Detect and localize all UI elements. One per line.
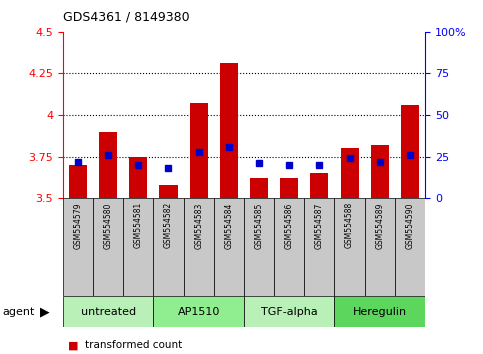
Bar xyxy=(304,198,334,296)
Text: GSM554587: GSM554587 xyxy=(315,202,324,249)
Bar xyxy=(63,296,154,327)
Text: transformed count: transformed count xyxy=(85,340,182,350)
Bar xyxy=(154,198,184,296)
Text: GSM554590: GSM554590 xyxy=(405,202,414,249)
Bar xyxy=(401,105,419,198)
Text: GSM554585: GSM554585 xyxy=(255,202,264,249)
Bar xyxy=(63,198,93,296)
Text: GSM554584: GSM554584 xyxy=(224,202,233,249)
Bar xyxy=(250,178,268,198)
Text: GSM554589: GSM554589 xyxy=(375,202,384,249)
Bar xyxy=(244,296,334,327)
Text: untreated: untreated xyxy=(81,307,136,316)
Bar xyxy=(154,296,244,327)
Bar xyxy=(311,173,328,198)
Text: agent: agent xyxy=(2,307,35,316)
Text: GSM554586: GSM554586 xyxy=(284,202,294,249)
Bar xyxy=(129,156,147,198)
Bar xyxy=(334,198,365,296)
Bar xyxy=(334,296,425,327)
Bar xyxy=(213,198,244,296)
Text: ■: ■ xyxy=(68,340,78,350)
Bar xyxy=(69,165,87,198)
Bar xyxy=(365,198,395,296)
Text: GSM554582: GSM554582 xyxy=(164,202,173,249)
Text: GSM554579: GSM554579 xyxy=(73,202,83,249)
Text: GSM554588: GSM554588 xyxy=(345,202,354,249)
Bar xyxy=(184,198,213,296)
Bar xyxy=(189,103,208,198)
Text: AP1510: AP1510 xyxy=(177,307,220,316)
Bar xyxy=(274,198,304,296)
Bar xyxy=(341,148,358,198)
Text: GDS4361 / 8149380: GDS4361 / 8149380 xyxy=(63,11,189,24)
Text: GSM554580: GSM554580 xyxy=(103,202,113,249)
Text: Heregulin: Heregulin xyxy=(353,307,407,316)
Bar xyxy=(93,198,123,296)
Bar xyxy=(99,132,117,198)
Bar xyxy=(371,145,389,198)
Text: ▶: ▶ xyxy=(40,305,49,318)
Bar xyxy=(244,198,274,296)
Bar xyxy=(220,63,238,198)
Text: TGF-alpha: TGF-alpha xyxy=(261,307,317,316)
Bar xyxy=(395,198,425,296)
Bar xyxy=(123,198,154,296)
Text: GSM554583: GSM554583 xyxy=(194,202,203,249)
Bar xyxy=(159,185,178,198)
Bar xyxy=(280,178,298,198)
Text: GSM554581: GSM554581 xyxy=(134,202,143,249)
